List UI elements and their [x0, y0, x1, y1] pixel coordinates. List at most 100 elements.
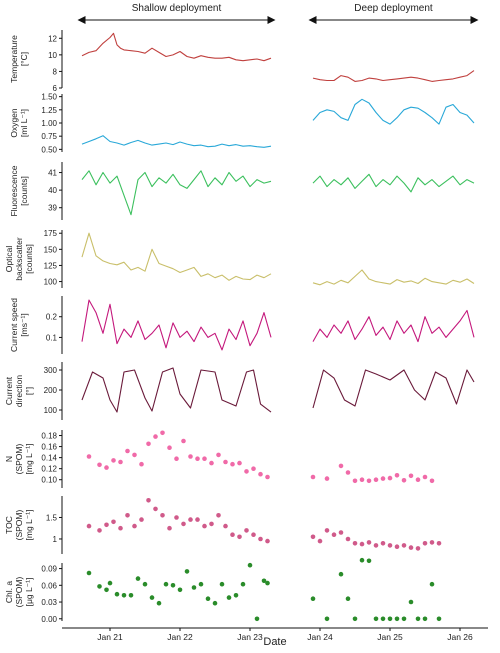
data-point [401, 616, 407, 622]
data-point [352, 478, 358, 484]
data-point [359, 477, 365, 483]
y-tick-label: 41 [48, 169, 57, 178]
x-tick-label: Jan 22 [167, 632, 193, 642]
data-point [394, 544, 400, 549]
data-point [387, 543, 393, 548]
data-point [132, 523, 137, 529]
data-point [324, 528, 330, 533]
x-axis-title: Date [263, 636, 286, 648]
y-tick-label: 175 [44, 229, 58, 238]
data-point [212, 600, 218, 606]
data-point [265, 474, 270, 480]
data-point [160, 430, 165, 436]
data-point [380, 476, 386, 481]
data-point [401, 543, 407, 548]
y-axis-title-line: Current [4, 376, 14, 405]
data-point [244, 528, 249, 533]
series-line-deep [312, 369, 475, 409]
series-line-deep [312, 309, 475, 343]
data-point [202, 456, 207, 462]
data-point [324, 476, 330, 481]
panel-temperature: 6 8 10 12 Temperature [°C] [9, 30, 475, 93]
y-axis-title-line: [°] [24, 387, 34, 395]
data-point [373, 543, 379, 548]
data-point [422, 541, 428, 546]
deployment-label: Shallow deployment [132, 3, 222, 14]
data-point [429, 478, 435, 484]
data-point [251, 466, 256, 472]
data-point [230, 532, 235, 537]
data-point [195, 517, 200, 522]
data-point [86, 523, 92, 529]
data-point [265, 538, 270, 544]
y-tick-label: 1.5 [46, 513, 58, 522]
panel-backscatter: 100 125 150 175 Optical backscatter [counts] [4, 229, 475, 288]
data-point [104, 465, 109, 470]
data-point [338, 530, 344, 535]
y-axis-title-line: Optical [4, 246, 14, 273]
data-point [387, 616, 393, 622]
data-point [352, 541, 358, 546]
deployment-header: Shallow deployment Deep deployment [77, 3, 479, 24]
series-line-deep [312, 98, 475, 125]
data-point [139, 461, 144, 467]
data-point [310, 534, 316, 540]
data-point [310, 474, 316, 480]
y-tick-label: 1.50 [41, 93, 57, 102]
panel-current_speed: 0.1 0.2 Current speed [ms⁻¹] [9, 296, 475, 354]
data-point [244, 469, 249, 474]
y-tick-label: 40 [48, 186, 57, 195]
y-tick-label: 0.14 [41, 454, 57, 463]
data-point [338, 571, 344, 577]
data-point [153, 506, 158, 512]
data-point [167, 445, 172, 451]
data-point [181, 438, 186, 444]
y-axis-title-line: Current speed [9, 298, 19, 352]
data-point [163, 581, 169, 587]
data-point [338, 463, 344, 469]
panel-n_spom: 0.10 0.12 0.14 0.16 0.18 N (SPOM) [mg L⁻¹] [4, 430, 435, 488]
x-tick-label: Jan 25 [377, 632, 403, 642]
y-tick-label: 1.00 [41, 119, 57, 128]
data-point [209, 521, 214, 527]
y-axis-title-line: [ml L⁻¹] [19, 109, 29, 137]
y-axis-title-line: Fluorescence [9, 165, 19, 216]
data-point [422, 616, 428, 622]
y-tick-label: 0.1 [46, 333, 58, 342]
data-point [233, 593, 239, 598]
data-point [373, 477, 379, 483]
data-point [359, 541, 365, 547]
panels: 6 8 10 12 Temperature [°C] 0.50 0.75 1.00 1.25 1.5… [4, 30, 475, 624]
y-tick-label: 1 [53, 535, 58, 544]
series-line-shallow [81, 367, 272, 413]
data-point [240, 581, 246, 587]
data-point [149, 595, 155, 600]
data-point [254, 616, 260, 622]
data-point [198, 581, 204, 587]
data-point [125, 448, 130, 454]
data-point [408, 545, 414, 550]
y-tick-label: 8 [53, 67, 58, 76]
data-point [366, 540, 372, 545]
y-tick-label: 100 [44, 406, 58, 415]
data-point [394, 473, 400, 478]
data-point [237, 534, 242, 540]
y-axis-title-line: backscatter [14, 237, 24, 281]
data-point [170, 583, 176, 588]
y-tick-label: 100 [44, 278, 58, 287]
data-point [216, 452, 221, 458]
data-point [401, 478, 407, 483]
y-axis-title-line: (SPOM) [14, 576, 24, 607]
data-point [128, 593, 134, 598]
data-point [216, 513, 221, 518]
data-point [135, 576, 141, 581]
data-point [97, 584, 102, 589]
data-point [174, 515, 179, 520]
data-point [223, 523, 228, 529]
data-point [156, 600, 162, 606]
data-point [415, 616, 421, 622]
y-tick-label: 150 [44, 245, 58, 254]
y-tick-label: 0.03 [41, 598, 57, 607]
data-point [387, 475, 393, 481]
data-point [188, 517, 193, 522]
